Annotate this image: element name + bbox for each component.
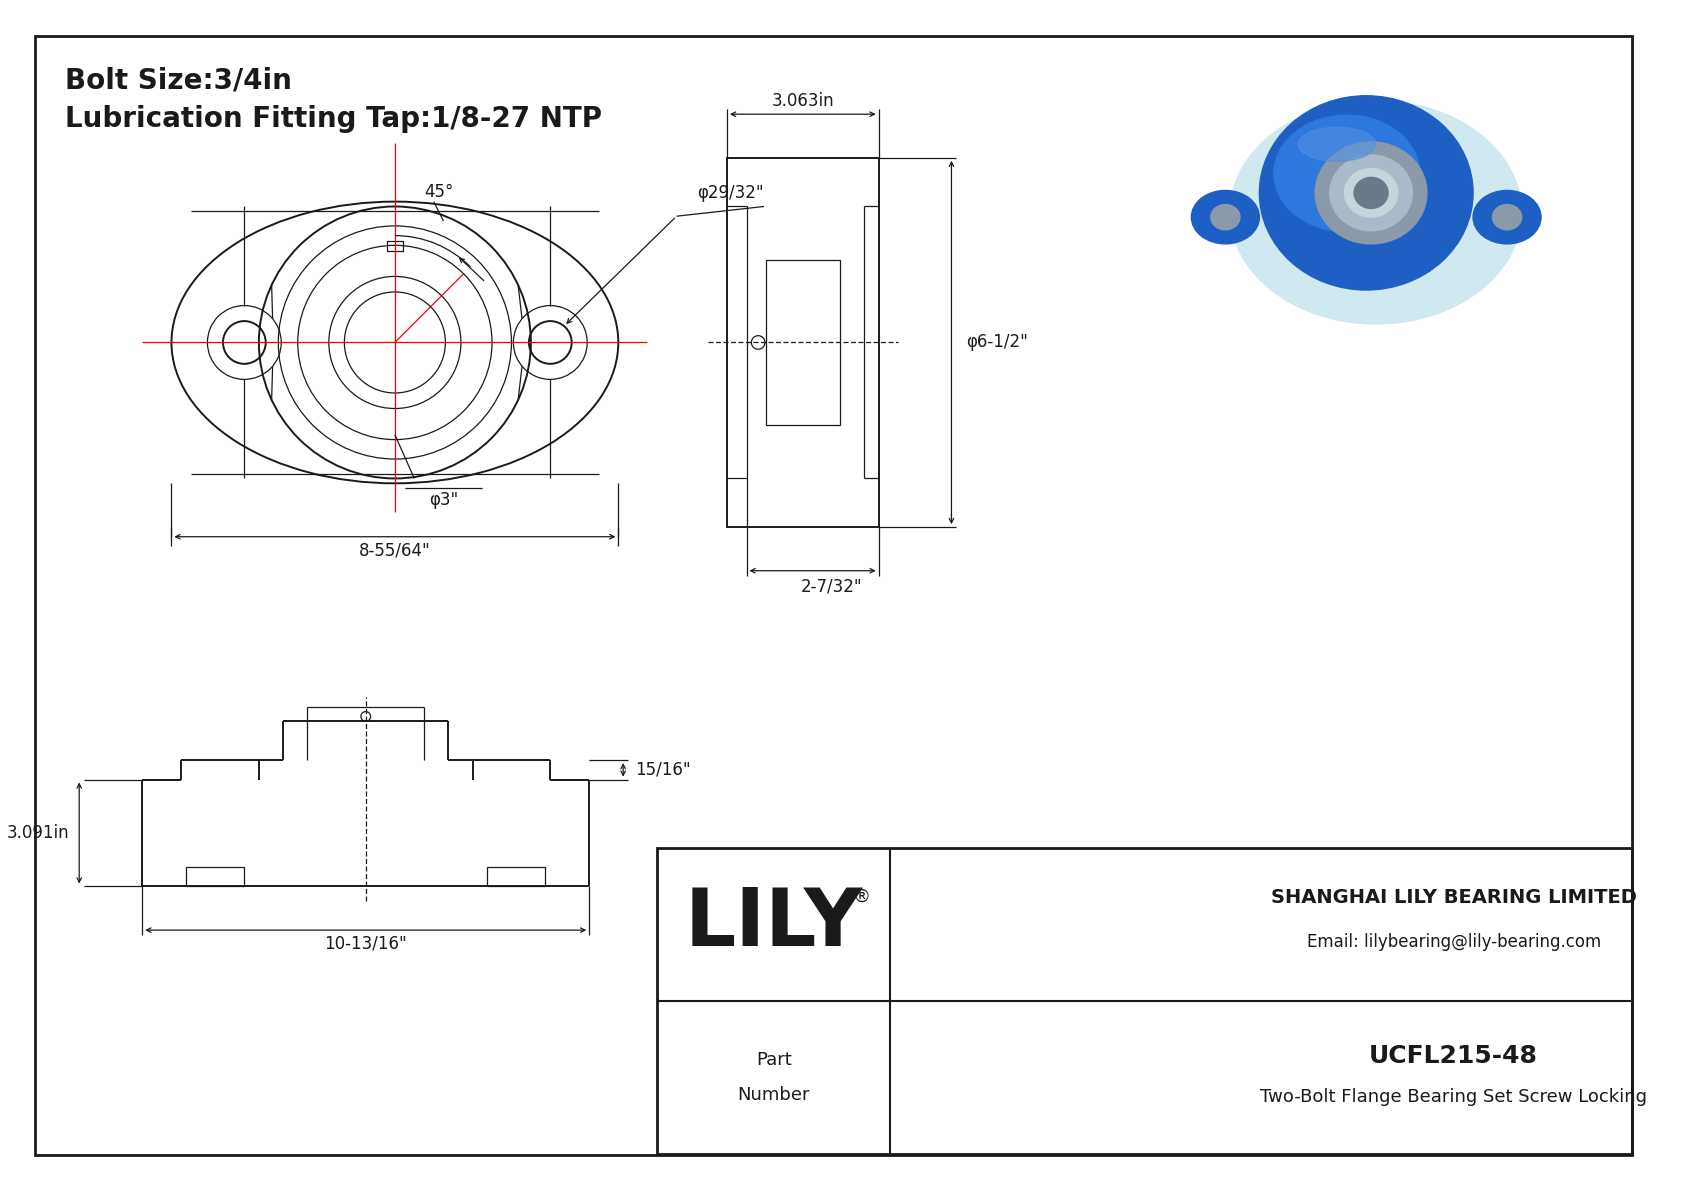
Text: Number: Number <box>738 1086 810 1104</box>
Ellipse shape <box>1231 100 1522 324</box>
Ellipse shape <box>1344 169 1398 217</box>
Bar <box>387 242 402 251</box>
Ellipse shape <box>1191 191 1260 244</box>
Text: 2-7/32": 2-7/32" <box>802 578 862 596</box>
Text: ®: ® <box>852 888 871 906</box>
Text: 3.063in: 3.063in <box>771 92 834 110</box>
Text: 15/16": 15/16" <box>635 761 690 779</box>
Text: LILY: LILY <box>685 885 862 964</box>
Ellipse shape <box>1330 155 1413 231</box>
Text: 10-13/16": 10-13/16" <box>325 935 408 953</box>
Text: φ29/32": φ29/32" <box>697 183 763 202</box>
Bar <box>487 867 546 886</box>
Ellipse shape <box>1260 95 1474 291</box>
Ellipse shape <box>1354 177 1388 208</box>
Text: Two-Bolt Flange Bearing Set Screw Locking: Two-Bolt Flange Bearing Set Screw Lockin… <box>1260 1089 1647 1106</box>
Text: Part: Part <box>756 1052 791 1070</box>
Ellipse shape <box>1474 191 1541 244</box>
Ellipse shape <box>1315 142 1426 244</box>
Ellipse shape <box>1492 205 1522 230</box>
Bar <box>185 867 244 886</box>
Bar <box>657 848 1632 1154</box>
Text: 8-55/64": 8-55/64" <box>359 542 431 560</box>
Text: Bolt Size:3/4in: Bolt Size:3/4in <box>64 67 291 94</box>
Ellipse shape <box>1211 205 1239 230</box>
Text: φ3": φ3" <box>429 491 458 509</box>
Text: φ6-1/2": φ6-1/2" <box>967 333 1027 351</box>
Text: Lubrication Fitting Tap:1/8-27 NTP: Lubrication Fitting Tap:1/8-27 NTP <box>64 106 601 133</box>
Text: 45°: 45° <box>424 183 453 201</box>
Ellipse shape <box>1298 127 1376 161</box>
Text: SHANGHAI LILY BEARING LIMITED: SHANGHAI LILY BEARING LIMITED <box>1271 887 1637 906</box>
Text: UCFL215-48: UCFL215-48 <box>1369 1045 1537 1068</box>
Bar <box>766 260 840 425</box>
Ellipse shape <box>1273 116 1420 232</box>
Text: Email: lilybearing@lily-bearing.com: Email: lilybearing@lily-bearing.com <box>1307 933 1601 950</box>
Text: 3.091in: 3.091in <box>7 824 69 842</box>
Bar <box>727 158 879 528</box>
